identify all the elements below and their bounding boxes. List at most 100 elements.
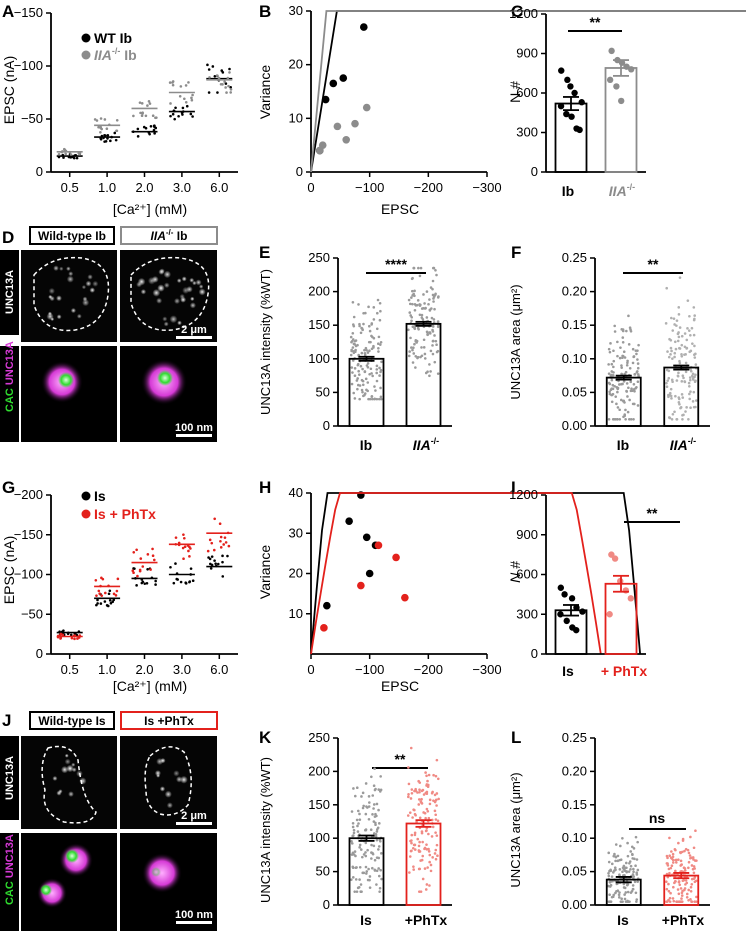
l-point xyxy=(621,870,624,874)
a-point xyxy=(225,91,228,94)
f-point xyxy=(680,393,684,396)
l-point xyxy=(617,893,621,897)
l-point xyxy=(665,880,668,883)
g-point xyxy=(181,546,185,550)
a-point xyxy=(178,95,182,98)
g-xtick-label: 1.0 xyxy=(98,662,116,677)
g-point xyxy=(112,592,116,596)
j-dots-phtx-punctum xyxy=(160,757,166,764)
g-point xyxy=(108,599,112,602)
f-point xyxy=(693,356,697,359)
a-point xyxy=(62,147,66,151)
a-point xyxy=(99,117,103,120)
j-outline-phtx xyxy=(144,746,192,816)
k-point xyxy=(437,797,440,801)
e-point xyxy=(360,388,364,392)
g-ytick-label: −100 xyxy=(14,567,43,582)
k-point xyxy=(350,878,353,881)
g-point xyxy=(227,544,231,548)
image-panel-j: Wild-type Is Is +PhTx UNC13A 2 μm CACUNC… xyxy=(0,711,218,931)
l-point xyxy=(693,876,697,879)
g-point xyxy=(59,633,62,637)
l-point xyxy=(635,900,638,903)
i-cat-phtx: + PhTx xyxy=(601,663,648,679)
k-point xyxy=(370,843,373,847)
k-point xyxy=(367,817,371,821)
l-point xyxy=(616,859,620,863)
e-point xyxy=(375,371,378,375)
k-point xyxy=(367,795,371,798)
f-point xyxy=(680,334,684,338)
f-point xyxy=(620,382,623,386)
a-point xyxy=(115,118,119,122)
k-point xyxy=(409,797,413,800)
h-fit-curve xyxy=(310,492,602,655)
e-point xyxy=(356,383,360,387)
k-point xyxy=(358,818,362,821)
a-point xyxy=(138,101,142,104)
e-point xyxy=(371,374,374,378)
l-point xyxy=(667,882,670,886)
l-point xyxy=(614,855,618,859)
l-point xyxy=(627,870,631,873)
l-point xyxy=(680,850,684,854)
k-point xyxy=(377,788,381,791)
f-point xyxy=(609,342,612,345)
k-point xyxy=(436,854,439,858)
k-point xyxy=(435,758,439,762)
l-point xyxy=(631,857,634,860)
f-point xyxy=(636,404,640,407)
k-point xyxy=(362,871,366,875)
e-point xyxy=(366,381,370,384)
l-point xyxy=(693,900,696,903)
e-point xyxy=(432,318,436,321)
l-point xyxy=(635,858,639,861)
g-point xyxy=(182,557,185,561)
f-point xyxy=(616,406,620,409)
k-point xyxy=(355,786,359,789)
k-point xyxy=(417,803,421,806)
b-xtick-label: −200 xyxy=(414,180,443,195)
e-point xyxy=(429,286,433,289)
k-point xyxy=(359,883,363,886)
a-point xyxy=(114,138,118,142)
b-ytick-label: 20 xyxy=(289,57,303,72)
g-point xyxy=(100,594,104,597)
g-point xyxy=(174,562,177,565)
k-point xyxy=(426,866,429,869)
c-point xyxy=(568,113,575,120)
a-point xyxy=(191,93,194,97)
a-point xyxy=(221,71,225,74)
e-point xyxy=(411,348,414,352)
d-dots-mut-punctum xyxy=(162,316,168,322)
f-point xyxy=(616,390,619,394)
l-point xyxy=(692,846,696,850)
f-point xyxy=(688,378,692,382)
l-point xyxy=(624,861,628,865)
g-point xyxy=(105,604,109,607)
l-point xyxy=(621,836,624,840)
d-dots-mut-punctum xyxy=(157,284,165,292)
l-point xyxy=(630,845,634,849)
a-point xyxy=(171,83,175,87)
l-point xyxy=(671,897,675,900)
j-dots-phtx xyxy=(154,757,188,809)
k-point xyxy=(378,822,381,825)
f-point xyxy=(688,314,691,318)
l-point xyxy=(681,879,685,883)
l-point xyxy=(631,884,635,887)
k-point xyxy=(351,865,355,869)
b-point xyxy=(360,23,368,31)
l-point xyxy=(670,850,673,853)
l-point xyxy=(689,835,692,839)
l-point xyxy=(618,891,621,894)
l-point xyxy=(671,855,675,859)
l-point xyxy=(687,866,690,870)
e-point xyxy=(423,352,427,356)
f-point xyxy=(681,396,685,399)
f-point xyxy=(665,381,668,385)
l-point xyxy=(668,836,671,840)
l-point xyxy=(631,853,634,857)
a-point xyxy=(216,91,219,94)
k-point xyxy=(367,867,370,871)
